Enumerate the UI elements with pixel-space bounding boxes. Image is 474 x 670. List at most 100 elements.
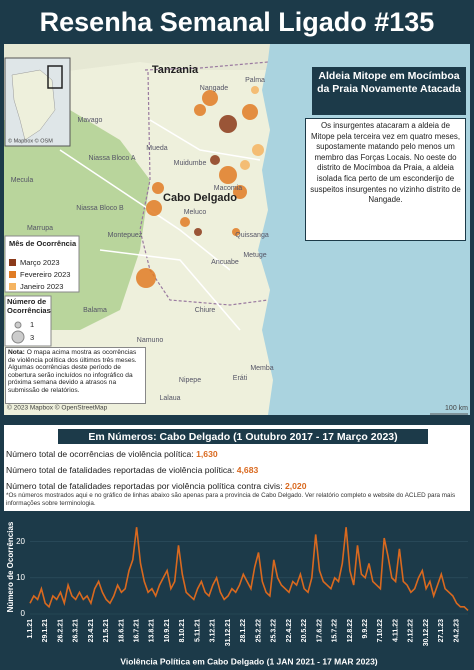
y-axis-title: Número de Ocorrências <box>6 521 15 612</box>
occurrence-circles <box>136 86 264 288</box>
x-tick-label: 1.1.21 <box>27 619 34 639</box>
month-legend <box>4 235 80 293</box>
x-tick-label: 22.4.22 <box>286 619 293 642</box>
map-label: Namuno <box>137 337 164 344</box>
x-tick-label: 8.10.21 <box>179 619 186 642</box>
occurrence <box>210 155 220 165</box>
scale-label: 100 km <box>445 405 468 412</box>
map-label: Mecula <box>11 177 34 184</box>
x-tick-label: 5.11.21 <box>194 619 201 642</box>
x-tick-label: 13.8.21 <box>149 619 156 642</box>
x-tick-label: 20.5.22 <box>301 619 308 642</box>
x-tick-label: 7.10.22 <box>377 619 384 642</box>
note-text: O mapa acima mostra as ocorrências de vi… <box>8 349 137 394</box>
x-tick-label: 24.2.23 <box>453 619 460 642</box>
occurrence <box>252 144 264 156</box>
row-value: 1,630 <box>196 449 218 459</box>
map-label: Lalaua <box>159 395 180 402</box>
x-tick-label: 26.2.21 <box>57 619 64 642</box>
occurrence <box>233 185 247 199</box>
occurrence <box>194 228 202 236</box>
size-legend-title-box: Número de Ocorrências <box>7 297 51 315</box>
map-label: Macomia <box>214 185 243 192</box>
map-label: Niassa Bloco B <box>76 205 124 212</box>
occurrence <box>232 228 240 236</box>
x-tick-label: 23.4.21 <box>88 619 95 642</box>
map-label: Muidumbe <box>174 160 207 167</box>
map-label: Mavago <box>78 117 103 124</box>
x-tick-label: 27.1.23 <box>438 619 445 642</box>
numbers-title: Em Números: Cabo Delgado (1 Outubro 2017… <box>88 431 397 443</box>
data-line <box>29 527 469 611</box>
x-tick-label: 17.6.22 <box>316 619 323 642</box>
x-tick-label: 15.7.22 <box>332 619 339 642</box>
map-label: Ancuabe <box>211 259 239 266</box>
occurrence <box>136 268 156 288</box>
occurrence <box>240 160 250 170</box>
note-label: Nota: <box>8 349 25 356</box>
y-tick-label: 20 <box>16 537 25 546</box>
x-tick-label: 30.12.22 <box>423 619 430 646</box>
map-attribution: © 2023 Mapbox © OpenStreetMap <box>7 404 108 412</box>
map-label: Tanzania <box>152 64 199 76</box>
inset-focus <box>47 65 63 89</box>
info-text: Os insurgentes atacaram a aldeia de Mito… <box>305 118 466 241</box>
x-tick-label: 16.7.21 <box>133 619 140 642</box>
x-tick-label: 28.1.22 <box>240 619 247 642</box>
size-swatch <box>11 330 25 344</box>
map-label: Niassa Bloco A <box>88 155 135 162</box>
numbers-footnote: *Os números mostrados aqui e no gráfico … <box>6 492 456 507</box>
inset-land <box>11 69 56 141</box>
occurrence <box>251 86 259 94</box>
x-tick-label: 26.3.21 <box>73 619 80 642</box>
numbers-rows: Número total de ocorrências de violência… <box>6 446 468 494</box>
occurrence <box>219 115 237 133</box>
x-tick-label: 21.5.21 <box>103 619 110 642</box>
x-tick-label: 29.1.21 <box>42 619 49 642</box>
numbers-row: Número total de ocorrências de violência… <box>6 446 468 462</box>
x-tick-label: 12.8.22 <box>347 619 354 642</box>
row-value: 2,020 <box>284 481 307 491</box>
legend-swatch <box>9 259 16 266</box>
occurrence <box>152 182 164 194</box>
map-label: Metuge <box>243 252 266 259</box>
legend-title: Mês de Ocorrência <box>9 239 77 248</box>
info-title: Aldeia Mitope em Mocímboa da Praia Novam… <box>312 67 466 115</box>
legend-label: Janeiro 2023 <box>20 282 63 291</box>
x-tick-label: 9.9.22 <box>362 619 369 639</box>
occurrence <box>219 166 237 184</box>
legend-label: 3 <box>30 333 34 342</box>
tanzania <box>4 44 290 72</box>
x-axis-title: Violência Política em Cabo Delgado (1 JA… <box>120 656 377 666</box>
y-tick-label: 0 <box>21 609 26 618</box>
x-tick-label: 18.6.21 <box>118 619 125 642</box>
occurrence <box>180 217 190 227</box>
legend-label: Fevereiro 2023 <box>20 270 70 279</box>
row-label: Número total de fatalidades reportadas d… <box>6 465 235 475</box>
occurrence <box>242 104 258 120</box>
legend-label: Março 2023 <box>20 258 60 267</box>
legend-label: 1 <box>30 320 34 329</box>
map-label: Mueda <box>146 145 168 152</box>
map-label: Palma <box>245 77 265 84</box>
map-label: Marrupa <box>27 225 53 232</box>
map-label: Meluco <box>184 209 207 216</box>
map-label: Memba <box>250 365 273 372</box>
occurrence <box>146 200 162 216</box>
map-label: Quissanga <box>235 232 269 239</box>
x-tick-label: 2.12.22 <box>408 619 415 642</box>
legend-title: Número de Ocorrências <box>7 297 51 315</box>
numbers-row: Número total de fatalidades reportadas d… <box>6 462 468 478</box>
occurrence <box>194 104 206 116</box>
occurrence <box>202 90 218 106</box>
page-title: Resenha Semanal Ligado #135 <box>40 7 435 37</box>
x-tick-label: 4.11.22 <box>392 619 399 642</box>
map-label: Nangade <box>200 85 229 92</box>
size-swatch <box>14 321 22 329</box>
y-tick-label: 10 <box>16 573 25 582</box>
map-label: Nipepe <box>179 377 201 384</box>
map-label: Eráti <box>233 375 248 382</box>
